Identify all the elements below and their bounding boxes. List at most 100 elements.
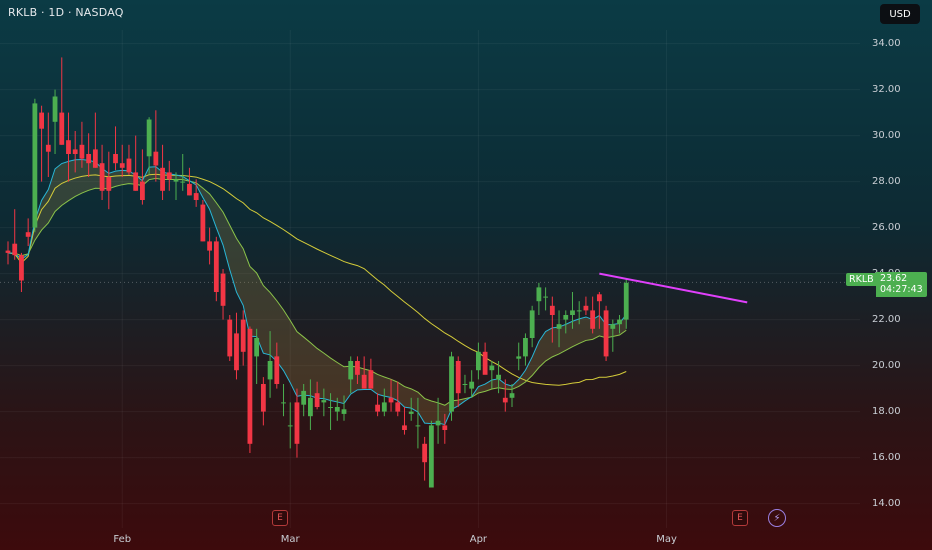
candle: [294, 388, 300, 458]
candle: [274, 342, 280, 389]
candle-body: [610, 324, 616, 329]
candle-body: [402, 425, 407, 430]
currency-button[interactable]: USD: [880, 4, 920, 24]
candle: [496, 361, 501, 394]
candle: [321, 388, 327, 417]
candle: [19, 252, 24, 292]
candle-body: [213, 241, 219, 292]
candle-body: [52, 96, 58, 122]
candle: [66, 112, 71, 182]
candle: [516, 342, 522, 371]
candle: [187, 167, 192, 196]
candle-body: [388, 397, 394, 403]
candle-body: [355, 361, 360, 375]
candle-body: [86, 154, 92, 164]
candle: [314, 381, 320, 410]
candle-body: [469, 381, 475, 389]
candle: [153, 110, 159, 182]
candle: [220, 269, 226, 320]
price-tick-label: 16.00: [872, 451, 901, 463]
candle-body: [187, 183, 192, 196]
candle-body: [180, 181, 186, 183]
candle: [348, 356, 354, 394]
candle-body: [415, 425, 421, 427]
candle: [234, 312, 239, 380]
candle: [86, 133, 92, 177]
candle: [617, 315, 622, 334]
symbol-header[interactable]: RKLB · 1D · NASDAQ: [8, 6, 124, 19]
candle-body: [146, 119, 152, 157]
candle: [200, 200, 206, 242]
trendline: [599, 272, 748, 304]
ema-band: [8, 159, 627, 425]
candle-body: [361, 374, 367, 389]
candle: [415, 397, 421, 449]
candle-body: [435, 420, 441, 426]
candle: [388, 379, 394, 412]
candle-body: [254, 338, 260, 357]
candle: [442, 413, 448, 444]
candle-body: [428, 425, 434, 488]
candle-body: [509, 393, 515, 398]
candle-body: [489, 365, 495, 371]
candle-body: [92, 149, 98, 168]
candle-body: [543, 296, 548, 298]
earnings-event-icon[interactable]: E: [732, 510, 748, 526]
price-tick-label: 22.00: [872, 313, 901, 325]
candle-body: [126, 158, 132, 173]
candle: [133, 135, 139, 191]
candle-body: [247, 328, 253, 444]
candle: [482, 342, 488, 375]
candle: [227, 315, 233, 361]
candle: [408, 397, 414, 421]
candle: [166, 160, 172, 191]
earnings-event-icon[interactable]: E: [272, 510, 288, 526]
candle-body: [5, 250, 11, 253]
candle-body: [59, 112, 65, 145]
candle-body: [160, 167, 165, 191]
candle: [449, 351, 454, 421]
candle-body: [603, 310, 609, 357]
candle-body: [617, 319, 622, 325]
candle: [334, 397, 340, 421]
candle-body: [449, 356, 454, 412]
candle: [79, 121, 85, 168]
candle-body: [19, 255, 24, 281]
candle-body: [200, 204, 206, 242]
candle: [341, 395, 347, 421]
price-tick-label: 26.00: [872, 221, 901, 233]
price-tick-label: 34.00: [872, 37, 901, 49]
candle: [247, 326, 253, 453]
candle: [260, 377, 266, 426]
candle-body: [341, 409, 347, 414]
candle: [32, 98, 38, 233]
candle-body: [523, 338, 528, 357]
candle-body: [32, 103, 38, 228]
candle-body: [166, 172, 172, 180]
candle-body: [549, 305, 555, 315]
candle: [119, 144, 125, 177]
candle-body: [79, 144, 85, 159]
candle-body: [274, 356, 280, 384]
candle-body: [45, 144, 51, 152]
candle: [455, 356, 461, 407]
candle: [254, 328, 260, 384]
last-price-label: 23.62 04:27:43: [876, 272, 927, 297]
candle-body: [193, 193, 199, 200]
lightning-event-icon[interactable]: ⚡: [768, 509, 786, 527]
candle: [361, 356, 367, 389]
candle: [12, 209, 18, 260]
candle-body: [140, 181, 145, 200]
candle-body: [39, 112, 44, 129]
candle-body: [442, 425, 448, 430]
candle: [52, 89, 58, 154]
candle: [39, 105, 44, 182]
candle-body: [308, 397, 313, 417]
candle-body: [301, 390, 307, 405]
candle: [5, 241, 11, 265]
candle-body: [455, 361, 461, 394]
candle: [509, 384, 515, 407]
candle-body: [294, 402, 300, 444]
candle-body: [321, 400, 327, 403]
